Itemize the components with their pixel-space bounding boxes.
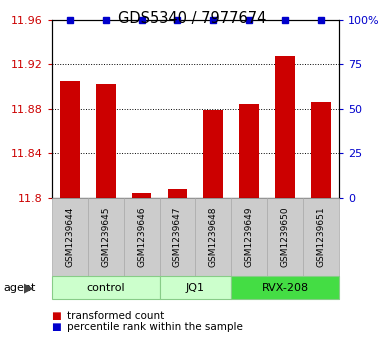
Bar — [275, 56, 295, 198]
Text: GSM1239648: GSM1239648 — [209, 207, 218, 267]
Text: control: control — [87, 283, 125, 293]
Text: GSM1239646: GSM1239646 — [137, 207, 146, 267]
Text: ■: ■ — [52, 311, 65, 321]
Bar — [96, 85, 115, 198]
Text: GSM1239645: GSM1239645 — [101, 207, 110, 267]
Text: GSM1239649: GSM1239649 — [244, 207, 254, 267]
Text: ▶: ▶ — [24, 281, 34, 294]
Bar — [167, 189, 187, 198]
Bar — [239, 105, 259, 198]
Text: RVX-208: RVX-208 — [261, 283, 309, 293]
Text: ■: ■ — [52, 322, 65, 332]
Bar — [311, 102, 331, 198]
Text: percentile rank within the sample: percentile rank within the sample — [67, 322, 243, 332]
Text: GSM1239647: GSM1239647 — [173, 207, 182, 267]
Text: transformed count: transformed count — [67, 311, 165, 321]
Text: agent: agent — [4, 283, 36, 293]
Bar — [132, 193, 151, 198]
Text: JQ1: JQ1 — [186, 283, 205, 293]
Text: GDS5340 / 7977674: GDS5340 / 7977674 — [118, 11, 267, 26]
Text: GSM1239644: GSM1239644 — [65, 207, 74, 267]
Text: GSM1239650: GSM1239650 — [281, 207, 290, 267]
Text: GSM1239651: GSM1239651 — [316, 207, 325, 267]
Bar — [60, 81, 80, 198]
Bar — [203, 110, 223, 198]
